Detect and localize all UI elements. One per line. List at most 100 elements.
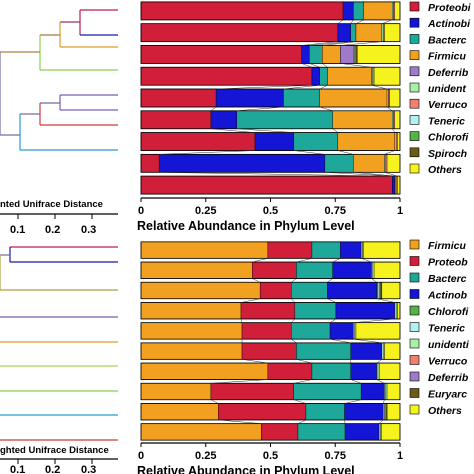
bar-segment-actinobacteria — [342, 1, 354, 21]
bar-segment-proteobacteria — [140, 88, 217, 108]
x-axis-title: Relative Abundance in Phylum Level — [137, 219, 355, 233]
bar-segment-actinobacteria — [337, 23, 351, 42]
flow-connector — [319, 106, 333, 112]
flow-connector — [330, 338, 351, 344]
bar-segment-proteobacteria — [140, 175, 393, 195]
bar-segment-firmicutes — [140, 241, 269, 259]
flow-connector — [322, 41, 356, 46]
x-tick-label: 0 — [138, 450, 144, 462]
flow-connector — [337, 150, 354, 155]
legend-label: Spiroch — [428, 148, 467, 160]
bar-segment-bacteroidetes — [311, 362, 351, 380]
legend-label: Teneric — [428, 323, 465, 335]
flow-connector — [240, 298, 261, 303]
bar-segment-proteobacteria — [259, 282, 292, 299]
bar-segment-bacteroidetes — [296, 261, 333, 279]
flow-connector — [386, 106, 393, 111]
flow-connector — [376, 298, 395, 303]
bar-outline — [140, 342, 401, 360]
flow-connector — [324, 172, 395, 177]
bar-segment-actinobacteria — [360, 383, 385, 400]
x-tick-label: 0.75 — [325, 205, 346, 217]
bar-segment-proteobacteria — [241, 342, 297, 360]
bar-outline — [140, 88, 401, 108]
bar-segment-bacteroidetes — [297, 423, 346, 441]
flow-connector — [361, 258, 372, 263]
bar-segment-actinobacteria — [392, 175, 396, 195]
bar-segment-firmicutes — [355, 23, 383, 42]
bar-segment-firmicutes — [140, 302, 242, 320]
flow-connector — [350, 19, 354, 24]
flow-connector — [218, 419, 262, 424]
bar-segment-others — [386, 383, 401, 400]
x-tick-label: 0.5 — [263, 205, 278, 217]
legend-swatch — [409, 355, 420, 365]
bar-outline — [140, 362, 401, 380]
bar-outline — [140, 241, 401, 259]
bottom-legend: Firmicu Proteob Bacterc Actinob Chlorofi Tene… — [409, 239, 470, 417]
legend-swatch — [409, 305, 420, 316]
flow-connector — [381, 19, 393, 24]
bar-outline — [140, 45, 401, 64]
legend-swatch — [409, 163, 420, 174]
bar-segment-bacteroidetes — [294, 302, 337, 320]
bottom-distance-tick: 0.3 — [81, 464, 96, 474]
bar-outline — [140, 153, 401, 173]
flow-connector — [236, 128, 294, 133]
bar-segment-actinobacteria — [340, 241, 362, 259]
legend-swatch — [409, 388, 420, 398]
x-axis-title: Relative Abundance in Phylum Level — [137, 464, 355, 474]
bottom-distance-tick: 0.1 — [10, 464, 25, 474]
bar-segment-actinobacteria — [332, 261, 372, 279]
flow-connector — [371, 278, 377, 283]
bar-outline — [140, 66, 401, 86]
flow-connector — [296, 359, 312, 364]
bar-segment-proteobacteria — [210, 383, 295, 400]
bar-segment-firmicutes — [353, 154, 385, 173]
legend-swatch — [409, 256, 420, 266]
bar-segment-proteobacteria — [140, 45, 302, 64]
flow-connector — [210, 399, 219, 404]
legend-label: Verruco — [428, 356, 468, 368]
bar-segment-bacteroidetes — [293, 132, 339, 151]
legend-label: Euryarc — [428, 389, 467, 401]
bar-segment-actinobacteria — [311, 67, 320, 86]
flow-connector — [210, 106, 217, 111]
legend-swatch — [409, 147, 420, 158]
legend-swatch — [409, 239, 420, 250]
bar-segment-firmicutes — [337, 132, 396, 151]
bar-segment-firmicutes — [319, 88, 388, 108]
legend-swatch — [409, 66, 420, 77]
bar-segment-others — [355, 322, 401, 340]
legend-label: Deferrib — [428, 67, 469, 79]
flow-connector — [384, 150, 395, 155]
bar-segment-bacteroidetes — [319, 67, 328, 86]
bar-segment-firmicutes — [140, 261, 253, 279]
bar-outline — [140, 132, 401, 151]
legend-label: Proteobi — [428, 2, 472, 14]
flow-connector — [240, 318, 243, 323]
flow-connector — [344, 399, 362, 404]
flow-connector — [293, 379, 312, 384]
bar-segment-firmicutes — [140, 322, 243, 340]
flow-connector — [327, 278, 333, 283]
top-distance-axis: 0.1 0.2 0.3 — [0, 213, 118, 236]
x-tick-label: 0 — [138, 205, 144, 217]
x-tick-label: 1 — [397, 205, 403, 217]
top-stacked-bar-chart: 0 0.25 0.5 0.75 1 Relative Abundance in Phylu… — [137, 1, 403, 233]
bar-segment-bacteroidetes — [283, 88, 320, 108]
flow-connector — [332, 128, 338, 133]
bar-outline — [140, 23, 401, 43]
flow-connector — [337, 19, 344, 24]
bar-segment-firmicutes — [140, 342, 243, 360]
legend-label: unidenti — [428, 339, 470, 351]
flow-connector — [210, 128, 255, 133]
bar-segment-proteobacteria — [140, 132, 256, 151]
flow-connector — [283, 84, 320, 90]
legend-swatch — [409, 371, 420, 382]
flow-connector — [376, 379, 385, 384]
bar-segment-others — [357, 45, 401, 64]
bar-segment-others — [384, 342, 401, 360]
bar-outline — [140, 281, 401, 300]
x-tick-label: 1 — [397, 450, 403, 462]
